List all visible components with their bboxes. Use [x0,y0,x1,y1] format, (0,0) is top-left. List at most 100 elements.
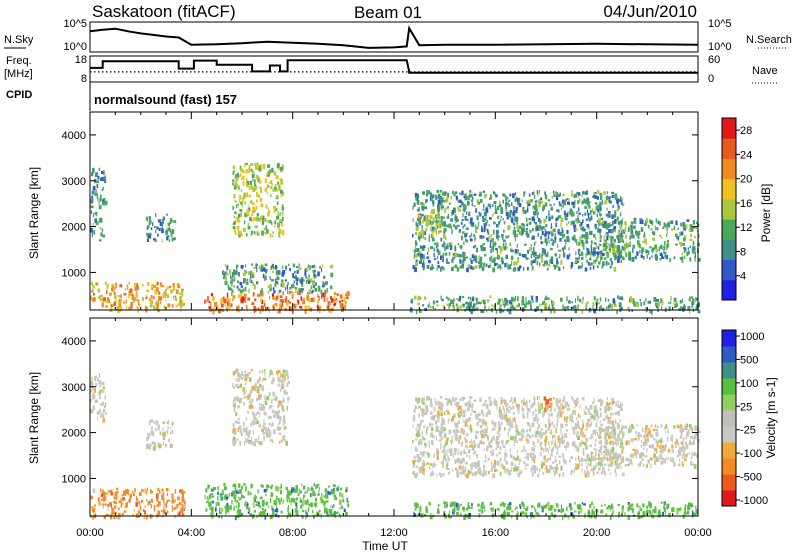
echo-cell [515,196,518,202]
echo-cell [135,287,138,290]
echo-cell [615,250,618,254]
echo-cell [223,273,226,278]
echo-cell [563,203,566,206]
echo-cell [605,260,608,266]
echo-cell [242,175,245,180]
echo-cell [507,503,509,509]
echo-cell [297,300,300,305]
echo-cell [313,493,317,496]
echo-cell [233,494,237,498]
echo-cell [458,306,460,311]
echo-cell [440,215,443,221]
echo-cell [587,201,591,204]
echo-cell [614,257,617,261]
echo-cell [537,232,539,237]
echo-cell [475,265,478,268]
echo-cell [105,492,109,495]
echo-cell [490,400,492,406]
echo-cell [454,436,458,440]
echo-cell [167,429,169,435]
echo-cell [499,471,502,477]
echo-cell [287,512,291,517]
echo-cell [279,419,281,424]
echo-cell [469,455,471,460]
echo-cell [517,229,520,233]
echo-cell [428,301,431,307]
echo-cell [287,289,289,294]
echo-cell [278,426,281,431]
echo-cell [642,256,645,260]
echo-cell [295,502,297,507]
echo-cell [101,403,103,406]
echo-cell [255,495,257,499]
echo-cell [440,255,442,260]
echo-cell [115,298,117,303]
echo-cell [629,226,631,230]
echo-cell [643,234,646,238]
echo-cell [244,163,246,166]
echo-cell [562,233,565,238]
echo-cell [250,441,253,445]
echo-cell [285,425,287,430]
echo-cell [148,436,150,440]
echo-cell [418,469,422,474]
power-x-ticks [89,112,699,310]
echo-cell [116,487,119,491]
echo-cell [696,508,698,511]
echo-cell [162,427,164,432]
echo-cell [461,202,464,205]
echo-cell [510,454,513,458]
echo-cell [211,495,215,498]
echo-cell [689,296,691,301]
echo-cell [451,299,455,305]
echo-cell [605,213,609,217]
echo-cell [280,400,283,406]
echo-cell [295,289,297,293]
echo-cell [99,403,102,406]
echo-cell [442,458,445,463]
echo-cell [620,212,622,217]
echo-cell [479,441,483,445]
echo-cell [607,262,610,265]
echo-cell [234,498,236,503]
echo-cell [239,290,243,293]
echo-cell [247,411,249,414]
echo-cell [519,230,523,234]
echo-cell [530,260,533,265]
echo-cell [269,295,271,300]
echo-cell [517,257,519,260]
echo-cell [498,245,501,249]
echo-cell [335,511,339,514]
echo-cell [304,271,307,276]
echo-cell [577,259,580,262]
echo-cell [163,291,167,295]
echo-cell [434,420,438,424]
echo-cell [485,433,487,437]
echo-cell [272,296,275,300]
echo-cell [607,408,610,411]
echo-cell [607,197,609,203]
echo-cell [294,287,297,290]
echo-cell [615,472,617,477]
echo-cell [233,396,236,401]
echo-cell [240,233,243,237]
echo-cell [610,412,614,416]
echo-cell [553,203,556,206]
echo-cell [268,392,271,397]
echo-cell [487,220,489,223]
echo-cell [249,180,253,185]
echo-cell [473,205,476,208]
echo-cell [595,251,598,254]
echo-cell [603,247,606,250]
echo-cell [640,515,644,519]
echo-cell [459,460,462,464]
echo-cell [661,244,663,250]
echo-cell [179,302,182,305]
echo-cell [559,192,561,197]
echo-cell [249,392,252,398]
echo-cell [479,256,483,262]
echo-cell [324,488,327,492]
echo-cell [570,507,573,511]
echo-cell [220,494,222,500]
echo-cell [436,242,439,247]
